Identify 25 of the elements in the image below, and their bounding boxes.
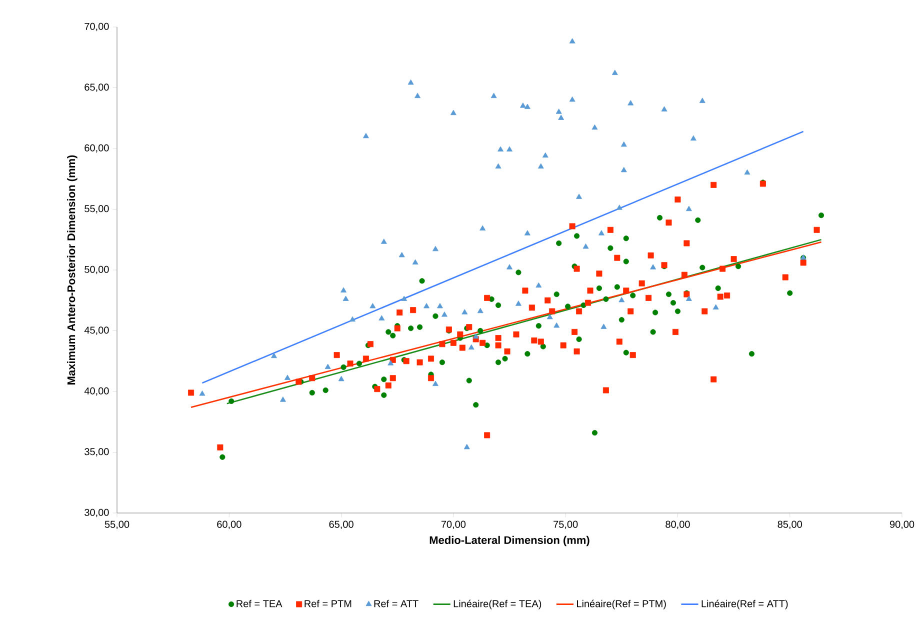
legend-label: Ref = TEA [236, 600, 282, 608]
legend-label: Linéaire(Ref = PTM) [577, 600, 666, 610]
x-tick-label: 65,00 [329, 520, 354, 530]
y-tick-label: 35,00 [84, 448, 109, 456]
x-tick-label: 55,00 [104, 520, 130, 530]
x-tick-label: 70,00 [441, 520, 466, 530]
x-tick-label: 75,00 [554, 520, 578, 530]
y-tick-label: 60,00 [84, 144, 109, 153]
y-axis-title: Maximum Antero-Posterior Dimension (mm) [67, 155, 78, 384]
x-axis-title: Medio-Lateral Dimension (mm) [430, 536, 590, 546]
y-tick-label: 40,00 [84, 387, 109, 396]
legend-label: Linéaire(Ref = ATT) [702, 600, 788, 610]
x-tick-label: 60,00 [217, 520, 242, 530]
legend-label: Ref = ATT [374, 600, 418, 608]
y-tick-label: 45,00 [84, 326, 109, 335]
x-tick-label: 85,00 [778, 520, 802, 530]
y-tick-label: 65,00 [84, 84, 109, 92]
y-tick-label: 55,00 [84, 205, 109, 214]
legend-label: Linéaire(Ref = TEA) [454, 600, 542, 610]
x-tick-label: 90,00 [890, 520, 914, 530]
legend-label: Ref = PTM [304, 600, 352, 608]
y-tick-label: 30,00 [84, 508, 109, 518]
x-tick-label: 80,00 [666, 520, 690, 530]
y-tick-label: 70,00 [84, 22, 109, 32]
y-tick-label: 50,00 [84, 266, 109, 274]
